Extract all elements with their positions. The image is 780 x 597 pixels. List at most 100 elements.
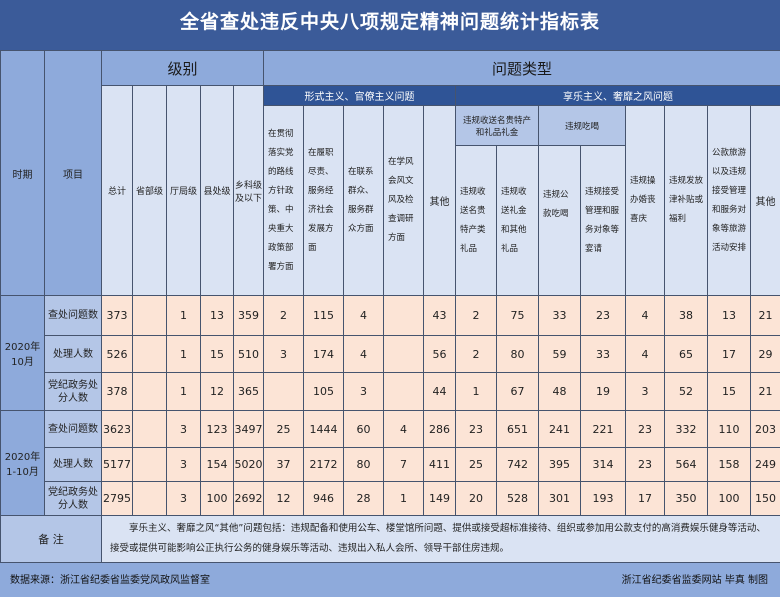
value-cell: 203 bbox=[749, 410, 780, 448]
value-cell: 21 bbox=[749, 372, 780, 411]
value-cell: 4 bbox=[625, 335, 665, 373]
value-cell: 1 bbox=[455, 372, 497, 411]
value-cell: 43 bbox=[423, 295, 456, 336]
value-cell: 3 bbox=[166, 481, 201, 516]
table-row: 2020年1-10月 查处问题数 3623 3 123 3497 25 1444 60 4 286 2… bbox=[0, 410, 780, 516]
table-row: 党纪政务处分人数 378 1 12 365 105 3 44 1 67 48 19 3 52 15 21 bbox=[1, 372, 780, 411]
value-cell: 23 bbox=[455, 410, 497, 448]
value-cell: 3497 bbox=[233, 410, 264, 448]
value-cell: 3 bbox=[625, 372, 665, 411]
value-cell: 378 bbox=[101, 372, 133, 411]
value-cell: 350 bbox=[664, 481, 708, 516]
value-cell: 1 bbox=[166, 372, 201, 411]
value-cell: 4 bbox=[383, 410, 424, 448]
header-travel: 公款旅游以及违规接受管理和服务对象等旅游活动安排 bbox=[707, 105, 751, 296]
value-cell: 286 bbox=[423, 410, 456, 448]
value-cell: 67 bbox=[496, 372, 539, 411]
value-cell: 13 bbox=[200, 295, 234, 336]
value-cell: 365 bbox=[233, 372, 264, 411]
item-cell: 党纪政务处分人数 bbox=[44, 481, 102, 516]
value-cell bbox=[263, 372, 304, 411]
value-cell: 2172 bbox=[303, 447, 344, 482]
note-text: 享乐主义、奢靡之风“其他”问题包括：违规配备和使用公车、楼堂馆所问题、提供或接受… bbox=[100, 515, 780, 563]
header-formalism-masses: 在联系群众、服务群众方面 bbox=[343, 105, 384, 296]
value-cell: 221 bbox=[580, 410, 626, 448]
value-cell bbox=[132, 295, 167, 336]
table-row: 党纪政务处分人数 2795 3 100 2692 12 946 28 1 149 20 528 301 1… bbox=[1, 481, 780, 516]
header-dining-public: 违规公款吃喝 bbox=[538, 145, 581, 296]
value-cell: 526 bbox=[101, 335, 133, 373]
value-cell: 123 bbox=[200, 410, 234, 448]
value-cell: 105 bbox=[303, 372, 344, 411]
value-cell: 373 bbox=[101, 295, 133, 336]
value-cell bbox=[132, 410, 167, 448]
item-cell: 处理人数 bbox=[44, 447, 102, 482]
value-cell: 2 bbox=[455, 335, 497, 373]
value-cell: 80 bbox=[343, 447, 384, 482]
value-cell: 1 bbox=[166, 335, 201, 373]
value-cell: 359 bbox=[233, 295, 264, 336]
value-cell: 115 bbox=[303, 295, 344, 336]
value-cell: 5177 bbox=[101, 447, 133, 482]
value-cell bbox=[383, 335, 424, 373]
value-cell: 193 bbox=[580, 481, 626, 516]
value-cell: 12 bbox=[200, 372, 234, 411]
value-cell: 13 bbox=[707, 295, 751, 336]
header-formalism-other: 其他 bbox=[423, 105, 456, 296]
value-cell: 4 bbox=[343, 335, 384, 373]
value-cell: 60 bbox=[343, 410, 384, 448]
value-cell: 241 bbox=[538, 410, 581, 448]
value-cell: 25 bbox=[263, 410, 304, 448]
value-cell: 149 bbox=[423, 481, 456, 516]
page-title: 全省查处违反中央八项规定精神问题统计指标表 bbox=[0, 0, 780, 50]
value-cell: 12 bbox=[263, 481, 304, 516]
value-cell: 3 bbox=[343, 372, 384, 411]
value-cell: 21 bbox=[749, 295, 780, 336]
value-cell: 19 bbox=[580, 372, 626, 411]
item-cell: 查处问题数 bbox=[44, 295, 102, 336]
value-cell: 7 bbox=[383, 447, 424, 482]
header-item: 项目 bbox=[44, 50, 102, 296]
value-cell: 1 bbox=[166, 295, 201, 336]
table-row: 处理人数 526 1 15 510 3 174 4 56 2 80 59 33 4 65 17 29 bbox=[1, 335, 780, 373]
header-subsidies: 违规发放津补贴或福利 bbox=[664, 105, 708, 296]
value-cell: 150 bbox=[749, 481, 780, 516]
value-cell: 4 bbox=[625, 295, 665, 336]
value-cell: 2692 bbox=[233, 481, 264, 516]
value-cell: 411 bbox=[423, 447, 456, 482]
value-cell bbox=[132, 481, 167, 516]
header-level-county: 县处级 bbox=[200, 85, 234, 296]
header-dining-group: 违规吃喝 bbox=[538, 105, 626, 146]
value-cell: 15 bbox=[200, 335, 234, 373]
value-cell: 528 bbox=[496, 481, 539, 516]
header-formalism-policy: 在贯彻落实党的路线方针政策、中央重大政策部署方面 bbox=[263, 105, 304, 296]
value-cell: 23 bbox=[580, 295, 626, 336]
header-problem-type: 问题类型 bbox=[262, 50, 780, 86]
value-cell bbox=[383, 372, 424, 411]
value-cell: 23 bbox=[625, 410, 665, 448]
value-cell: 5020 bbox=[233, 447, 264, 482]
value-cell: 742 bbox=[496, 447, 539, 482]
value-cell: 3623 bbox=[101, 410, 133, 448]
header-level-total: 总计 bbox=[101, 85, 133, 296]
header-gifts-specialty: 违规收送名贵特产类礼品 bbox=[455, 145, 497, 296]
value-cell: 17 bbox=[625, 481, 665, 516]
period-cell: 2020年1-10月 bbox=[0, 410, 45, 516]
header-level: 级别 bbox=[101, 50, 264, 86]
value-cell: 158 bbox=[707, 447, 751, 482]
value-cell: 564 bbox=[664, 447, 708, 482]
header-formalism-duty: 在履职尽责、服务经济社会发展方面 bbox=[303, 105, 344, 296]
value-cell: 33 bbox=[580, 335, 626, 373]
value-cell: 2 bbox=[263, 295, 304, 336]
value-cell: 56 bbox=[423, 335, 456, 373]
value-cell: 249 bbox=[749, 447, 780, 482]
header-gifts-cash: 违规收送礼金和其他礼品 bbox=[496, 145, 539, 296]
value-cell bbox=[132, 372, 167, 411]
value-cell: 80 bbox=[496, 335, 539, 373]
header-hedonism-other: 其他 bbox=[749, 105, 780, 296]
header-formalism: 形式主义、官僚主义问题 bbox=[263, 85, 456, 106]
header-level-provincial: 省部级 bbox=[132, 85, 167, 296]
item-cell: 处理人数 bbox=[44, 335, 102, 373]
value-cell: 1 bbox=[383, 481, 424, 516]
value-cell: 52 bbox=[664, 372, 708, 411]
